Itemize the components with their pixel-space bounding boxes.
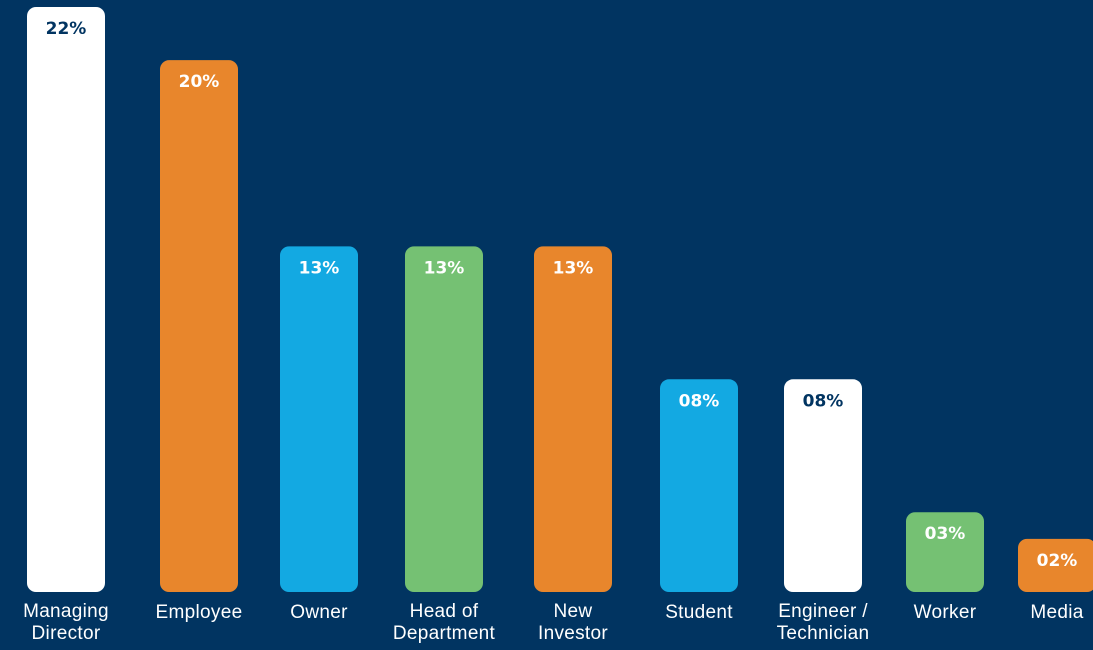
bar-value-label: 22% <box>46 19 87 39</box>
category-label: Owner <box>290 602 348 623</box>
bar-value-label: 08% <box>679 391 720 411</box>
category-label: Student <box>665 602 733 623</box>
value-labels-layer: 22% 20% 13% 13% 13% 08% 08% 03% 02% <box>46 19 1078 571</box>
category-label: Worker <box>914 602 977 623</box>
category-label: Managing Director <box>23 601 109 644</box>
bar <box>27 7 105 592</box>
bars-layer <box>27 7 1093 592</box>
bar <box>906 512 984 592</box>
bar-value-label: 13% <box>299 258 340 278</box>
bar <box>1018 538 1093 592</box>
bar <box>280 246 358 592</box>
bar <box>784 379 862 592</box>
bar <box>534 246 612 592</box>
bar-value-label: 08% <box>803 391 844 411</box>
bar-value-label: 02% <box>1037 551 1078 571</box>
bar <box>160 60 238 592</box>
bar-value-label: 13% <box>424 258 465 278</box>
bar-value-label: 20% <box>179 72 220 92</box>
bar-value-label: 03% <box>925 524 966 544</box>
category-label: New Investor <box>538 601 608 644</box>
category-labels-layer: Managing Director Employee Owner Head of Depa… <box>23 601 1083 644</box>
category-label: Engineer / Technician <box>777 601 870 644</box>
bar <box>660 379 738 592</box>
category-label: Employee <box>156 602 243 623</box>
bar-value-label: 13% <box>553 258 594 278</box>
category-label: Media <box>1030 602 1083 623</box>
category-label: Head of Department <box>393 601 496 644</box>
bar <box>405 246 483 592</box>
